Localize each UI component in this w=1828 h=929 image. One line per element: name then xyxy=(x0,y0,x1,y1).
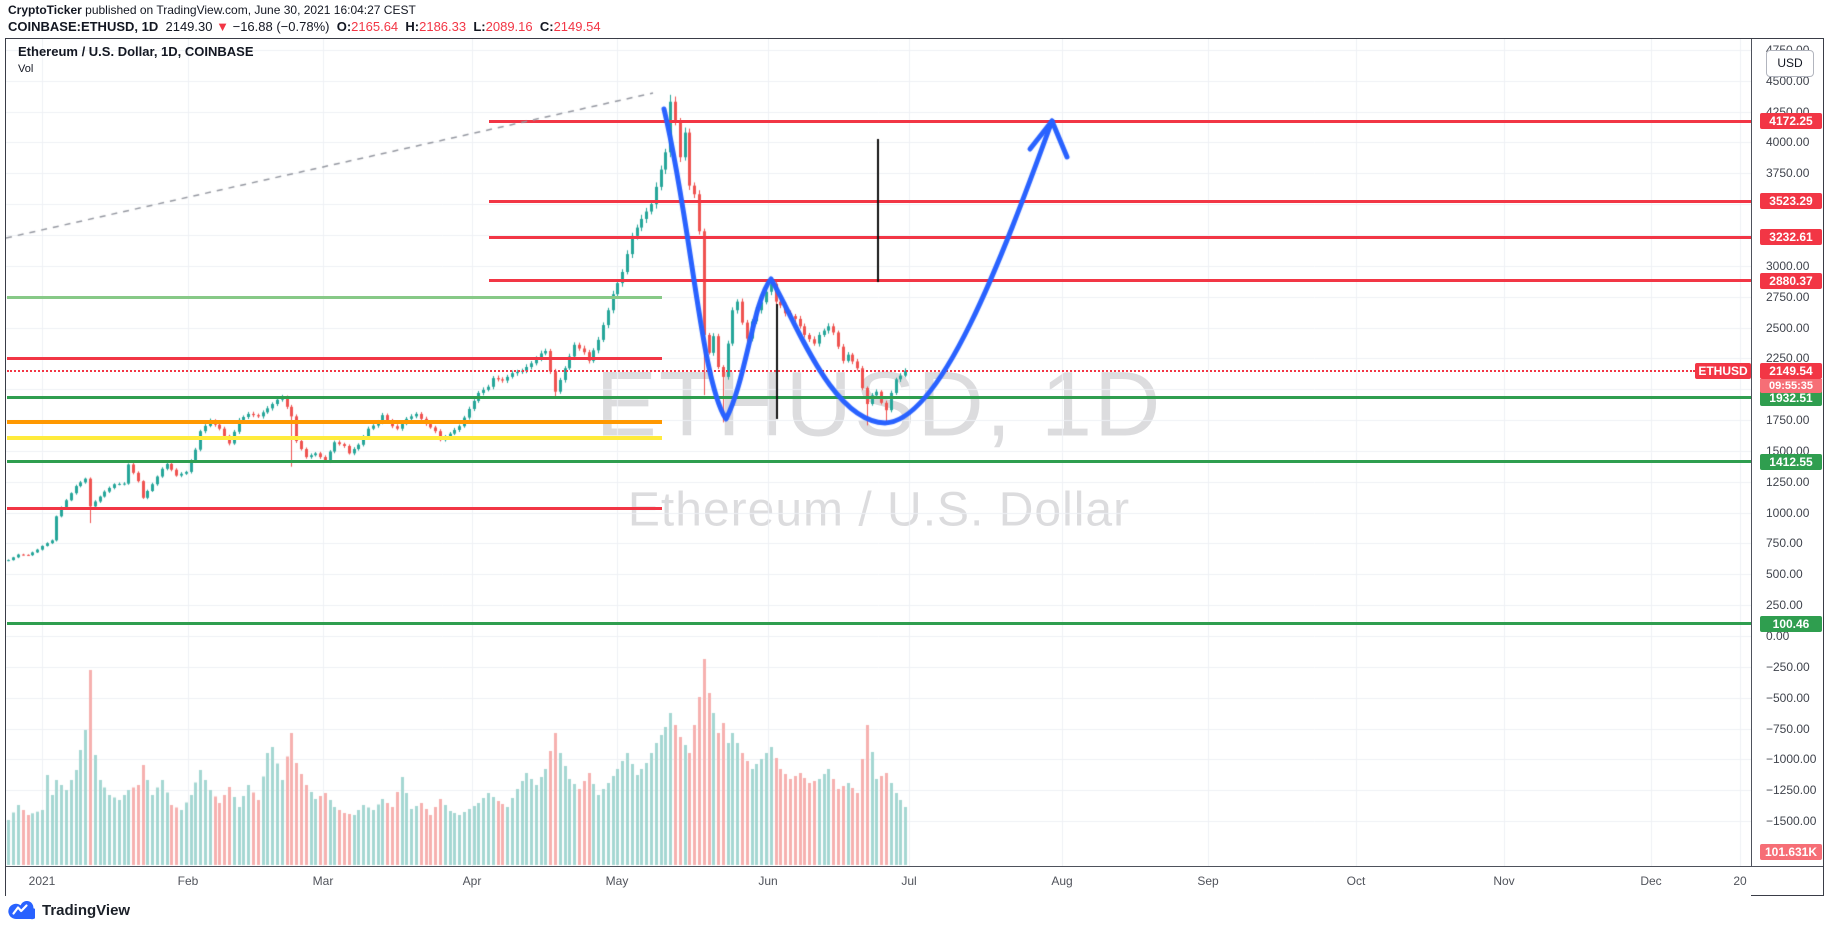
price-tick-label: −1000.00 xyxy=(1766,752,1817,767)
close-label: C: xyxy=(539,19,554,34)
price-tick-label: 1750.00 xyxy=(1766,413,1810,428)
price-tick-label: 0.00 xyxy=(1766,629,1790,643)
time-tick-label: Mar xyxy=(312,874,334,888)
price-tick-label: 3000.00 xyxy=(1766,258,1810,273)
publish-header: CryptoTicker published on TradingView.co… xyxy=(8,2,416,18)
tradingview-brand-text: TradingView xyxy=(42,902,131,919)
time-tick-label: Jul xyxy=(901,874,917,888)
footer-brand-row[interactable]: TradingView xyxy=(8,901,130,920)
change-value: −16.88 (−0.78%) xyxy=(232,19,330,34)
price-level-badge: 1412.55 xyxy=(1760,453,1822,470)
current-price-badge: 2149.54 xyxy=(1760,362,1822,379)
symbol-interval: COINBASE:ETHUSD, 1D xyxy=(8,19,159,34)
chart-frame: ETHUSD, 1D Ethereum / U.S. Dollar Ethere… xyxy=(5,38,1824,896)
time-tick-label: Feb xyxy=(177,874,199,888)
volume-indicator-label: Vol xyxy=(18,63,34,75)
open-value: 2165.64 xyxy=(351,19,399,34)
price-tick-label: −250.00 xyxy=(1766,659,1810,674)
price-tick-label: 2250.00 xyxy=(1766,351,1810,366)
annotations-canvas xyxy=(6,39,1751,866)
axis-separator-vertical xyxy=(1751,39,1752,866)
high-value: 2186.33 xyxy=(419,19,467,34)
axis-separator-horizontal xyxy=(6,866,1823,867)
price-level-badge: 1932.51 xyxy=(1760,389,1822,406)
price-tick-label: −750.00 xyxy=(1766,721,1810,736)
last-price: 2149.30 xyxy=(165,19,213,34)
time-axis[interactable]: 2021 Feb Mar Apr May Jun Jul Aug Sep Oct Nov Dec 20 xyxy=(6,867,1751,896)
price-tick-label: 4000.00 xyxy=(1766,135,1810,150)
open-label: O: xyxy=(336,19,352,34)
symbol-ohlc-row: COINBASE:ETHUSD, 1D 2149.30 ▼ −16.88 (−0… xyxy=(8,18,601,35)
tradingview-logo-icon xyxy=(8,901,35,920)
publish-info: published on TradingView.com, June 30, 2… xyxy=(81,3,416,17)
down-arrow-icon: ▼ xyxy=(216,19,229,34)
price-tick-label: 500.00 xyxy=(1766,567,1803,582)
close-value: 2149.54 xyxy=(553,19,601,34)
price-level-badge: 2880.37 xyxy=(1760,272,1822,289)
price-level-badge: 3232.61 xyxy=(1760,229,1822,246)
time-tick-label: Sep xyxy=(1197,874,1219,888)
price-tick-label: 250.00 xyxy=(1766,598,1803,613)
time-tick-label: Nov xyxy=(1493,874,1515,888)
price-tick-label: 4500.00 xyxy=(1766,73,1810,88)
time-tick-label: Aug xyxy=(1051,874,1073,888)
chart-legend-title: Ethereum / U.S. Dollar, 1D, COINBASE xyxy=(18,44,254,59)
price-tick-label: 2500.00 xyxy=(1766,320,1810,335)
price-line-symbol-tag: ETHUSD xyxy=(1695,362,1751,379)
author-name: CryptoTicker xyxy=(8,3,82,17)
low-label: L: xyxy=(473,19,486,34)
price-tick-label: 2750.00 xyxy=(1766,289,1810,304)
price-tick-label: 750.00 xyxy=(1766,536,1803,551)
price-tick-label: −500.00 xyxy=(1766,690,1810,705)
time-tick-label: Oct xyxy=(1346,874,1366,888)
price-tick-label: −1250.00 xyxy=(1766,783,1817,798)
price-tick-label: 3750.00 xyxy=(1766,166,1810,181)
currency-toggle-button[interactable]: USD xyxy=(1766,50,1814,77)
price-level-badge: 100.46 xyxy=(1760,615,1822,632)
price-tick-label: 1000.00 xyxy=(1766,505,1810,520)
chart-plot-area[interactable]: ETHUSD, 1D Ethereum / U.S. Dollar Ethere… xyxy=(6,39,1751,866)
price-axis[interactable]: USD 4750.004500.004250.004000.003750.003… xyxy=(1752,39,1823,866)
bar-countdown-badge: 09:55:35 xyxy=(1760,378,1822,393)
time-tick-label: Jun xyxy=(758,874,778,888)
high-label: H: xyxy=(405,19,420,34)
time-tick-label: May xyxy=(605,874,629,888)
time-tick-label: Apr xyxy=(462,874,482,888)
price-level-badge: 3523.29 xyxy=(1760,193,1822,210)
time-tick-label: 2021 xyxy=(28,874,56,888)
volume-value-badge: 101.631K xyxy=(1760,844,1822,860)
low-value: 2089.16 xyxy=(485,19,533,34)
price-tick-label: −1500.00 xyxy=(1766,814,1817,829)
time-tick-label: 20 xyxy=(1733,874,1747,888)
price-tick-label: 1250.00 xyxy=(1766,474,1810,489)
time-tick-label: Dec xyxy=(1640,874,1662,888)
price-level-badge: 4172.25 xyxy=(1760,113,1822,130)
